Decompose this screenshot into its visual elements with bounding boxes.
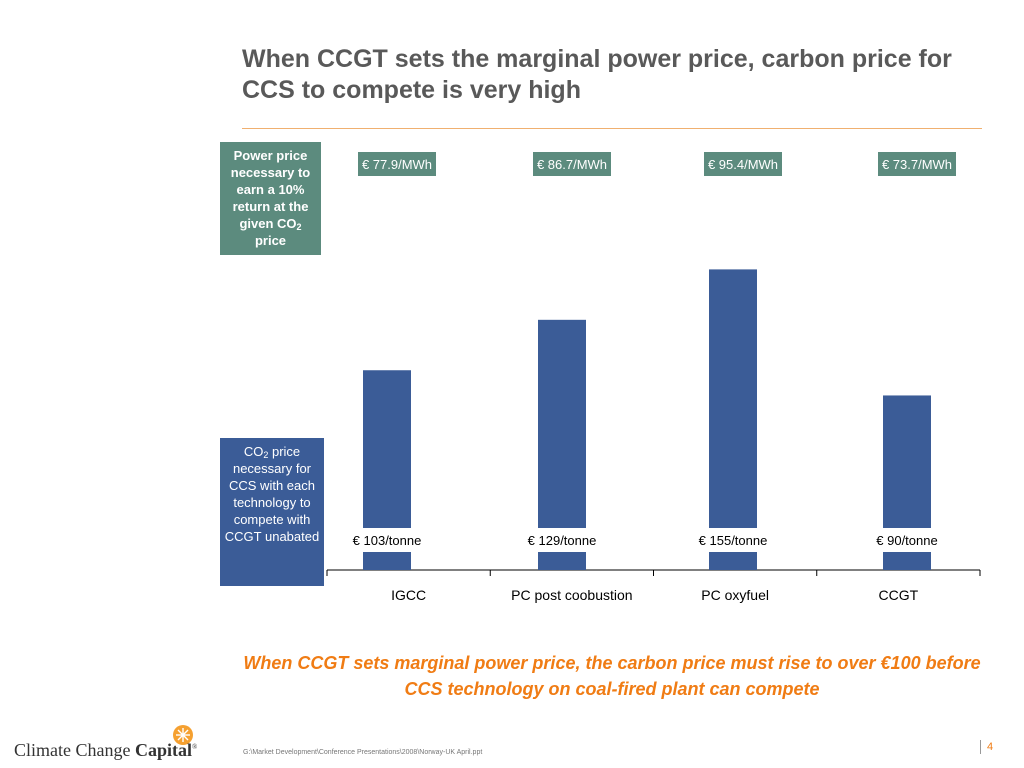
value-label-bg: [685, 528, 781, 552]
power-box-label-prefix: Power price necessary to earn a 10% retu…: [230, 148, 311, 231]
value-label-bg: [339, 528, 435, 552]
x-tick-label: CCGT: [879, 587, 919, 603]
value-label-bg: [859, 528, 955, 552]
value-label: € 90/tonne: [876, 533, 937, 548]
power-box-label-sub: 2: [296, 222, 302, 232]
power-price-label: € 73.7/MWh: [882, 157, 952, 172]
power-price-legend-box: Power price necessary to earn a 10% retu…: [220, 142, 321, 255]
value-label: € 155/tonne: [699, 533, 768, 548]
power-box-label-suffix: price: [254, 233, 287, 248]
title-divider: [242, 128, 982, 129]
power-price-label: € 95.4/MWh: [708, 157, 778, 172]
value-label: € 129/tonne: [528, 533, 597, 548]
value-label-bg: [514, 528, 610, 552]
footer-file-path: G:\Market Development\Conference Present…: [243, 749, 483, 756]
power-price-label: € 77.9/MWh: [362, 157, 432, 172]
page-number: 4: [980, 740, 993, 754]
power-price-box: [358, 152, 436, 176]
co2-box-label-prefix: CO: [243, 444, 264, 459]
logo-registered-mark: ®: [192, 743, 198, 751]
x-tick-label: PC post coobustion: [511, 587, 632, 603]
x-tick-label: PC oxyfuel: [701, 587, 769, 603]
power-price-box: [878, 152, 956, 176]
bar-2: [709, 269, 757, 570]
value-label: € 103/tonne: [353, 533, 422, 548]
power-price-box: [704, 152, 782, 176]
company-logo: Climate Change Capital®: [14, 740, 197, 761]
sun-logo-icon: [173, 725, 193, 745]
co2-box-label-sub: 2: [263, 450, 269, 460]
power-price-box: [533, 152, 611, 176]
conclusion-text: When CCGT sets marginal power price, the…: [243, 653, 981, 699]
co2-price-legend-box: CO2 price necessary for CCS with each te…: [220, 438, 324, 586]
slide-title: When CCGT sets the marginal power price,…: [242, 45, 952, 104]
logo-text-bold: Capital: [134, 740, 192, 760]
power-price-label: € 86.7/MWh: [537, 157, 607, 172]
x-tick-label: IGCC: [391, 587, 426, 603]
logo-text-regular: Climate Change: [14, 740, 135, 760]
co2-box-label-suffix: price necessary for CCS with each techno…: [224, 444, 320, 544]
